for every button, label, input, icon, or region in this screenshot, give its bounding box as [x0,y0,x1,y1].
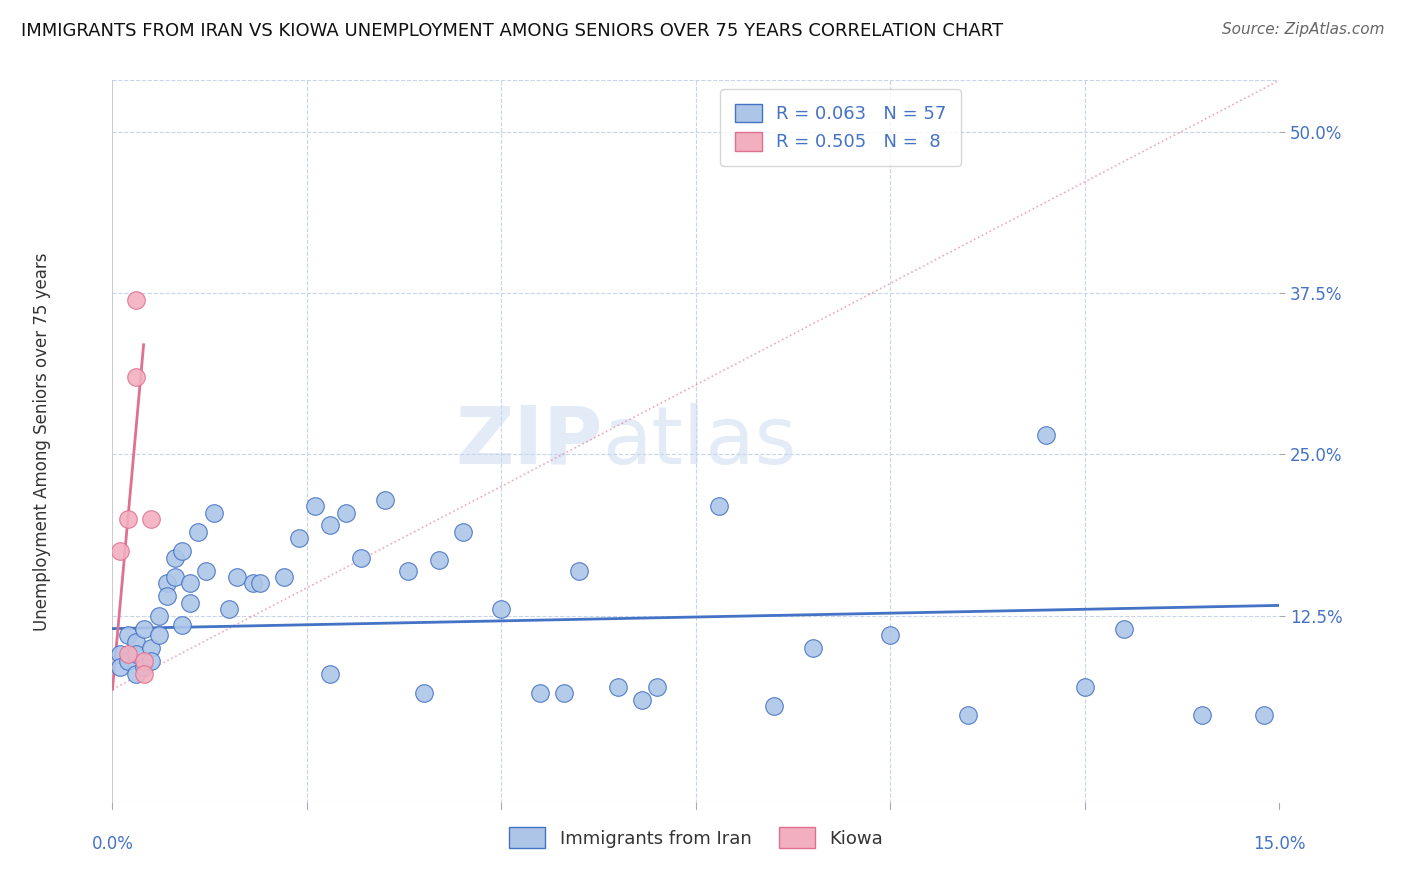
Point [553,686,575,700]
Point [156,590,179,604]
Point [117,654,139,668]
Text: Unemployment Among Seniors over 75 years: Unemployment Among Seniors over 75 years [34,252,52,631]
Point [304,499,326,513]
Point [1035,428,1057,442]
Point [132,660,155,674]
Point [350,550,373,565]
Point [630,692,652,706]
Point [148,628,170,642]
Point [427,553,450,567]
Text: ZIP: ZIP [456,402,603,481]
Point [288,531,311,545]
Point [141,654,163,668]
Point [607,680,630,694]
Point [879,628,901,642]
Point [163,550,186,565]
Point [1112,622,1135,636]
Point [117,648,139,662]
Point [709,499,731,513]
Point [125,634,148,648]
Legend: Immigrants from Iran, Kiowa: Immigrants from Iran, Kiowa [502,820,890,855]
Point [568,564,591,578]
Point [529,686,551,700]
Point [335,506,357,520]
Point [194,564,217,578]
Point [148,608,170,623]
Point [110,648,132,662]
Point [156,576,179,591]
Point [412,686,434,700]
Point [132,666,155,681]
Point [141,640,163,655]
Point [491,602,513,616]
Point [125,293,148,307]
Point [132,654,155,668]
Point [273,570,295,584]
Point [1074,680,1097,694]
Point [1191,708,1213,723]
Text: IMMIGRANTS FROM IRAN VS KIOWA UNEMPLOYMENT AMONG SENIORS OVER 75 YEARS CORRELATI: IMMIGRANTS FROM IRAN VS KIOWA UNEMPLOYME… [21,22,1004,40]
Point [957,708,980,723]
Point [645,680,668,694]
Text: 0.0%: 0.0% [91,835,134,853]
Point [125,648,148,662]
Point [172,544,194,558]
Point [242,576,264,591]
Point [319,518,342,533]
Point [117,628,139,642]
Point [110,544,132,558]
Point [249,576,271,591]
Point [319,666,342,681]
Point [374,492,396,507]
Point [172,617,194,632]
Point [125,666,148,681]
Point [179,576,201,591]
Point [132,622,155,636]
Text: 15.0%: 15.0% [1253,835,1306,853]
Point [141,512,163,526]
Point [179,596,201,610]
Point [451,524,474,539]
Point [1253,708,1275,723]
Point [218,602,240,616]
Text: atlas: atlas [603,402,797,481]
Point [117,512,139,526]
Point [163,570,186,584]
Point [396,564,419,578]
Point [226,570,249,584]
Text: Source: ZipAtlas.com: Source: ZipAtlas.com [1222,22,1385,37]
Point [110,660,132,674]
Point [202,506,225,520]
Point [125,370,148,384]
Point [801,640,824,655]
Point [762,699,785,714]
Point [187,524,209,539]
